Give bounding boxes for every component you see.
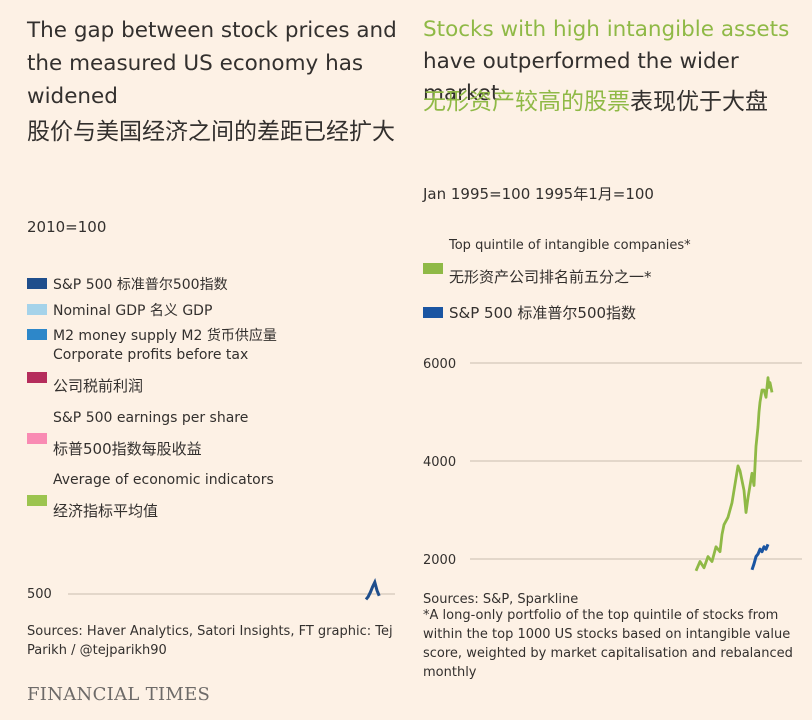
legend-swatch-sp500 — [27, 278, 47, 289]
right-chart-subtitle: Jan 1995=100 1995年1月=100 — [423, 185, 654, 203]
right-y-tick-2000: 2000 — [423, 553, 456, 568]
right-source-note: *A long-only portfolio of the top quinti… — [423, 608, 793, 680]
left-chart-plot: 500 — [27, 578, 395, 602]
right-legend-swatch-intangible — [423, 263, 443, 274]
legend-swatch-avg-econ — [27, 495, 47, 506]
legend-swatch-eps — [27, 433, 47, 444]
legend-label-eps-cn: 标普500指数每股收益 — [53, 440, 202, 458]
legend-label-m2: M2 money supply M2 货币供应量 — [53, 328, 277, 344]
legend-swatch-m2 — [27, 329, 47, 340]
right-legend-label-intangible: Top quintile of intangible companies* — [449, 238, 691, 253]
right-legend-label-sp500: S&P 500 标准普尔500指数 — [449, 304, 637, 322]
legend-label-sp500: S&P 500 标准普尔500指数 — [53, 277, 228, 293]
right-title-cn-rest: 表现优于大盘 — [630, 89, 768, 115]
right-title-cn-green: 无形资产较高的股票 — [423, 89, 630, 115]
right-panel: Stocks with high intangible assets have … — [410, 0, 812, 680]
legend-swatch-nominal-gdp — [27, 304, 47, 315]
ft-logo: FINANCIAL TIMES — [27, 684, 211, 705]
legend-label-corp-profits: Corporate profits before tax — [53, 347, 249, 363]
right-title-rest: have outperformed the wider market — [423, 49, 739, 106]
right-series-layer — [694, 376, 774, 572]
right-legend-swatch-sp500 — [423, 307, 443, 318]
left-y-tick-500: 500 — [27, 587, 52, 602]
right-title-green: Stocks with high intangible assets — [423, 17, 790, 42]
legend-label-avg-econ-cn: 经济指标平均值 — [53, 502, 159, 520]
right-legend-label-intangible-cn: 无形资产公司排名前五分之一* — [449, 268, 652, 286]
right-chart-title-cn: 无形资产较高的股票表现优于大盘 — [423, 86, 808, 118]
right-y-tick-6000: 6000 — [423, 357, 456, 372]
legend-label-nominal-gdp: Nominal GDP 名义 GDP — [53, 303, 213, 319]
left-panel: The gap between stock prices and the mea… — [0, 0, 405, 680]
left-chart-title-cn: 股价与美国经济之间的差距已经扩大 — [27, 119, 395, 145]
left-series-line-sp500 — [364, 578, 381, 601]
legend-label-avg-econ: Average of economic indicators — [53, 472, 274, 488]
left-source: Sources: Haver Analytics, Satori Insight… — [27, 624, 393, 658]
right-series-line-intangible — [694, 376, 774, 572]
right-series-line-sp500 — [750, 543, 770, 571]
right-chart-title: Stocks with high intangible assets have … — [423, 14, 808, 110]
right-source-line1: Sources: S&P, Sparkline — [423, 592, 579, 607]
right-chart-plot: 6000 4000 2000 — [423, 357, 802, 572]
left-chart-subtitle: 2010=100 — [27, 218, 107, 236]
left-chart-title: The gap between stock prices and the mea… — [27, 18, 397, 109]
legend-swatch-corp-profits — [27, 372, 47, 383]
left-series-layer — [364, 578, 381, 601]
legend-label-corp-profits-cn: 公司税前利润 — [53, 377, 144, 395]
right-y-tick-4000: 4000 — [423, 455, 456, 470]
legend-label-eps: S&P 500 earnings per share — [53, 410, 249, 426]
